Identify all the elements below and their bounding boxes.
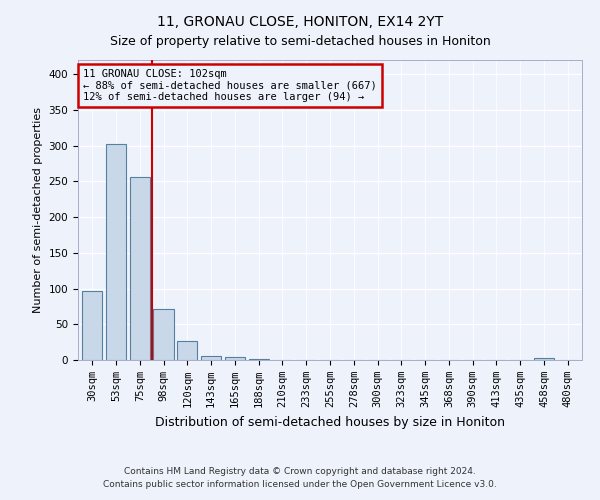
Text: 11 GRONAU CLOSE: 102sqm
← 88% of semi-detached houses are smaller (667)
12% of s: 11 GRONAU CLOSE: 102sqm ← 88% of semi-de…	[83, 69, 377, 102]
Text: Contains HM Land Registry data © Crown copyright and database right 2024.
Contai: Contains HM Land Registry data © Crown c…	[103, 468, 497, 489]
Bar	[177, 342, 197, 360]
Text: Size of property relative to semi-detached houses in Honiton: Size of property relative to semi-detach…	[110, 35, 490, 48]
Bar	[82, 292, 103, 360]
Bar	[106, 144, 126, 360]
Bar	[130, 177, 150, 360]
Bar	[154, 308, 173, 360]
Bar	[201, 356, 221, 360]
Bar	[534, 358, 554, 360]
Y-axis label: Number of semi-detached properties: Number of semi-detached properties	[33, 107, 43, 313]
Text: 11, GRONAU CLOSE, HONITON, EX14 2YT: 11, GRONAU CLOSE, HONITON, EX14 2YT	[157, 15, 443, 29]
Bar	[248, 358, 269, 360]
Bar	[225, 357, 245, 360]
X-axis label: Distribution of semi-detached houses by size in Honiton: Distribution of semi-detached houses by …	[155, 416, 505, 428]
